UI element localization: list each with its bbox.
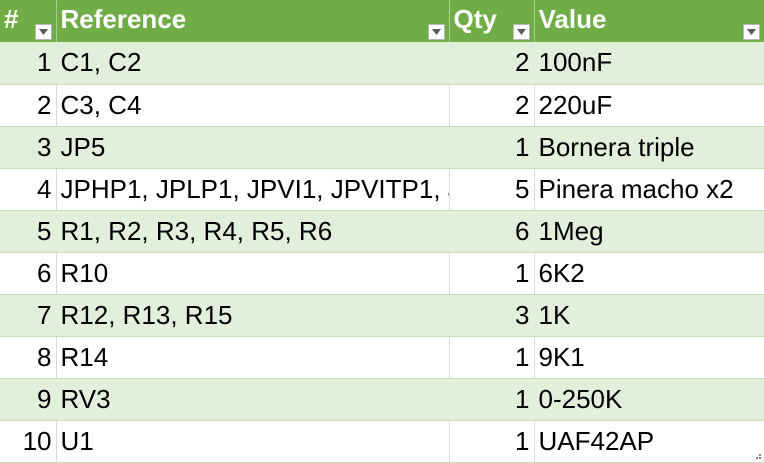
cell-reference[interactable]: C1, C2 xyxy=(56,42,450,85)
cell-reference[interactable]: RV3 xyxy=(56,378,450,421)
column-header-qty-label: Qty xyxy=(453,3,497,34)
cell-qty[interactable]: 1 xyxy=(449,252,535,295)
filter-dropdown-icon xyxy=(516,29,526,35)
cell-qty[interactable]: 6 xyxy=(449,210,535,253)
cell-reference[interactable]: U1 xyxy=(56,420,450,463)
table-resize-handle-icon[interactable] xyxy=(752,450,762,460)
table-row: 4 JPHP1, JPLP1, JPVI1, JPVITP1, J 5 Pine… xyxy=(0,168,764,211)
cell-value[interactable]: 6K2 xyxy=(534,252,764,295)
cell-reference[interactable]: JP5 xyxy=(56,126,450,169)
cell-number[interactable]: 7 xyxy=(0,294,57,337)
cell-qty[interactable]: 1 xyxy=(449,126,535,169)
value-filter-button[interactable] xyxy=(742,24,760,40)
cell-reference[interactable]: R14 xyxy=(56,336,450,379)
cell-number[interactable]: 9 xyxy=(0,378,57,421)
cell-qty[interactable]: 2 xyxy=(449,84,535,127)
number-filter-button[interactable] xyxy=(34,24,52,40)
table-row: 10 U1 1 UAF42AP xyxy=(0,420,764,463)
table-row: 3 JP5 1 Bornera triple xyxy=(0,126,764,169)
cell-number[interactable]: 2 xyxy=(0,84,57,127)
table-row: 5 R1, R2, R3, R4, R5, R6 6 1Meg xyxy=(0,210,764,253)
cell-number[interactable]: 4 xyxy=(0,168,57,211)
table-row: 2 C3, C4 2 220uF xyxy=(0,84,764,127)
cell-number[interactable]: 10 xyxy=(0,420,57,463)
cell-value[interactable]: 1K xyxy=(534,294,764,337)
cell-qty[interactable]: 1 xyxy=(449,420,535,463)
filter-dropdown-icon xyxy=(431,29,441,35)
cell-qty[interactable]: 3 xyxy=(449,294,535,337)
cell-qty[interactable]: 1 xyxy=(449,336,535,379)
table-row: 9 RV3 1 0-250K xyxy=(0,378,764,421)
cell-value[interactable]: 220uF xyxy=(534,84,764,127)
column-header-reference[interactable]: Reference xyxy=(56,0,450,42)
cell-value[interactable]: 9K1 xyxy=(534,336,764,379)
cell-reference[interactable]: R12, R13, R15 xyxy=(56,294,450,337)
filter-dropdown-icon xyxy=(38,29,48,35)
cell-number[interactable]: 8 xyxy=(0,336,57,379)
header-row: # Reference Qty xyxy=(0,0,764,42)
cell-value[interactable]: Pinera macho x2 xyxy=(534,168,764,211)
column-header-number[interactable]: # xyxy=(0,0,57,42)
table-row: 1 C1, C2 2 100nF xyxy=(0,42,764,85)
cell-reference[interactable]: C3, C4 xyxy=(56,84,450,127)
cell-qty[interactable]: 1 xyxy=(449,378,535,421)
qty-filter-button[interactable] xyxy=(512,24,530,40)
cell-value[interactable]: 1Meg xyxy=(534,210,764,253)
cell-number[interactable]: 1 xyxy=(0,42,57,85)
filter-dropdown-icon xyxy=(746,29,756,35)
cell-qty[interactable]: 2 xyxy=(449,42,535,85)
column-header-number-label: # xyxy=(4,3,19,34)
column-header-reference-label: Reference xyxy=(60,3,187,34)
cell-number[interactable]: 5 xyxy=(0,210,57,253)
table-row: 7 R12, R13, R15 3 1K xyxy=(0,294,764,337)
cell-reference[interactable]: R10 xyxy=(56,252,450,295)
cell-value[interactable]: 0-250K xyxy=(534,378,764,421)
cell-value[interactable]: Bornera triple xyxy=(534,126,764,169)
cell-value[interactable]: UAF42AP xyxy=(534,420,764,463)
cell-value[interactable]: 100nF xyxy=(534,42,764,85)
column-header-value[interactable]: Value xyxy=(534,0,764,42)
cell-number[interactable]: 3 xyxy=(0,126,57,169)
cell-reference[interactable]: R1, R2, R3, R4, R5, R6 xyxy=(56,210,450,253)
column-header-value-label: Value xyxy=(538,3,607,34)
column-header-qty[interactable]: Qty xyxy=(449,0,535,42)
cell-qty[interactable]: 5 xyxy=(449,168,535,211)
cell-number[interactable]: 6 xyxy=(0,252,57,295)
reference-filter-button[interactable] xyxy=(427,24,445,40)
table-row: 6 R10 1 6K2 xyxy=(0,252,764,295)
table-row: 8 R14 1 9K1 xyxy=(0,336,764,379)
cell-reference[interactable]: JPHP1, JPLP1, JPVI1, JPVITP1, J xyxy=(56,168,450,211)
